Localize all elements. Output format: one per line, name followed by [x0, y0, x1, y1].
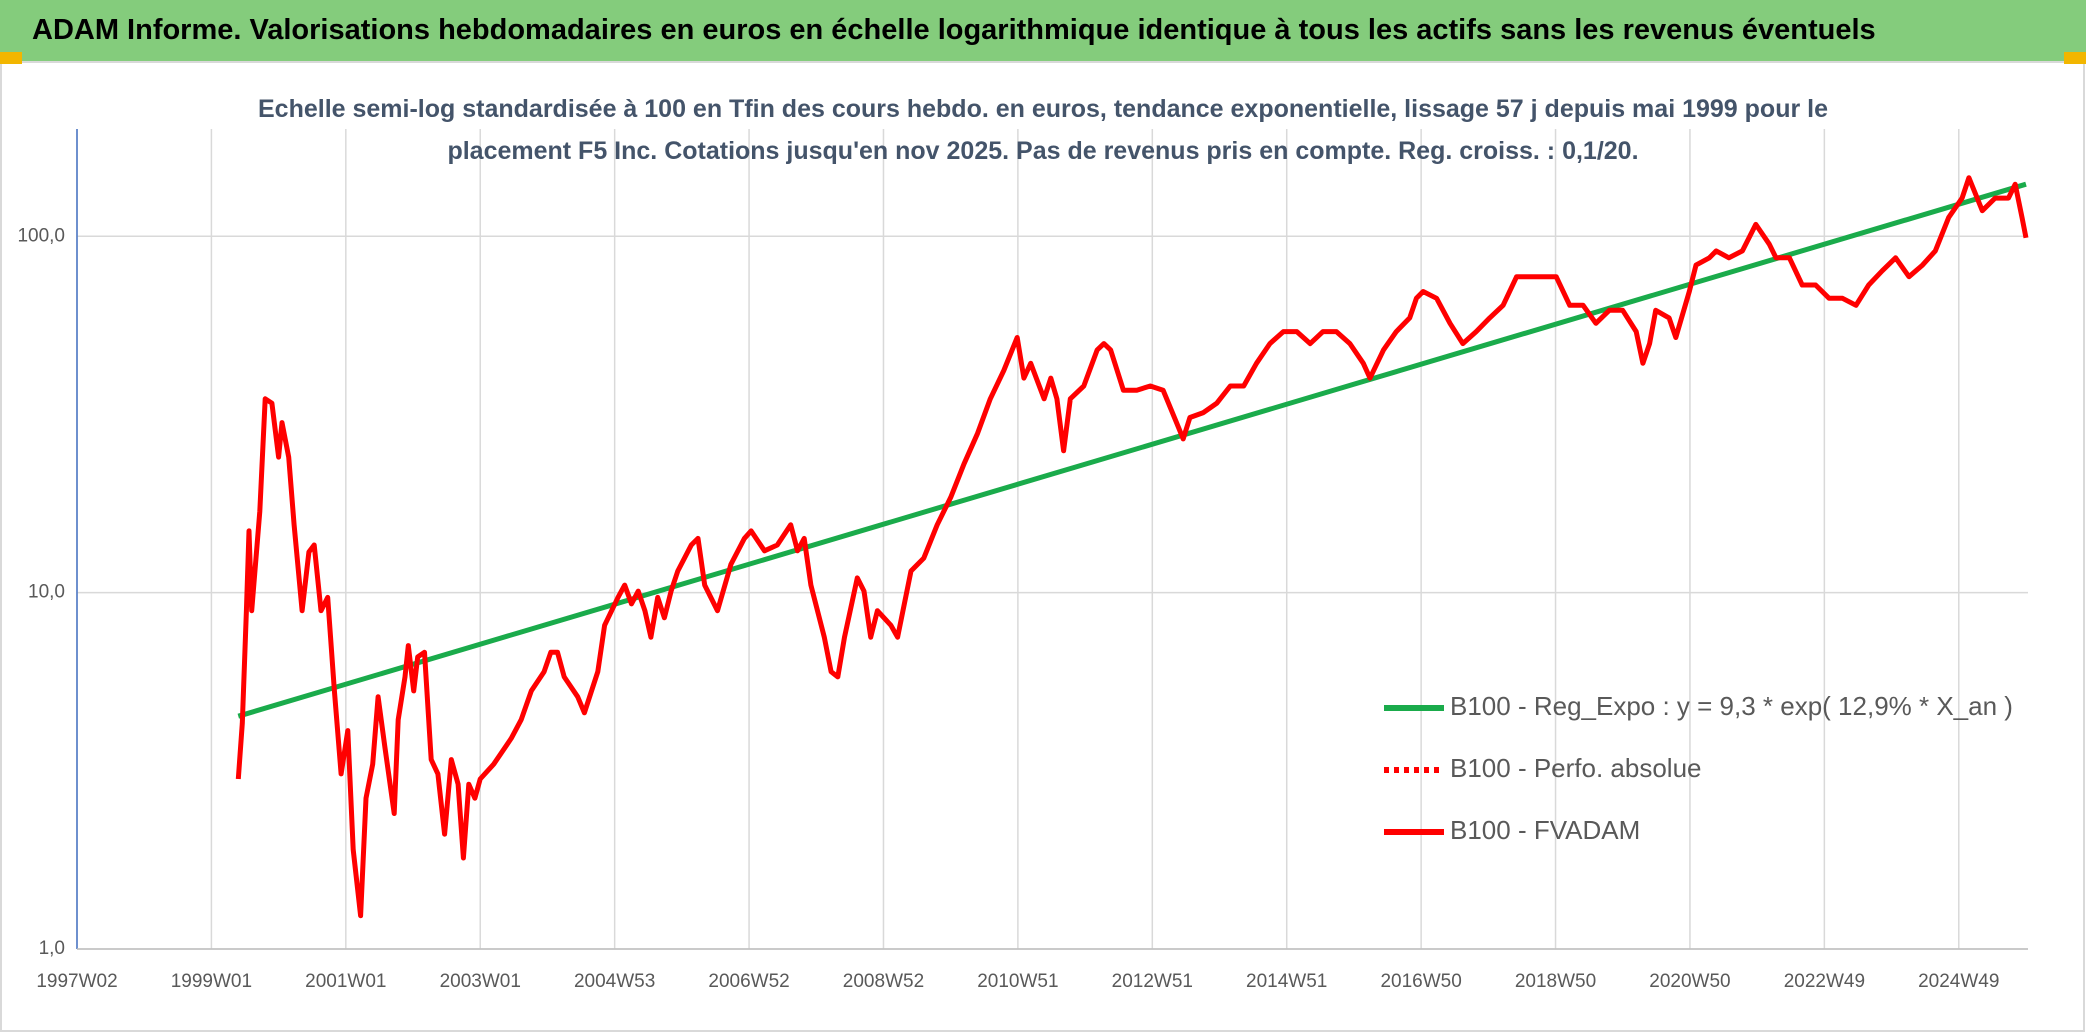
- x-tick-label: 2022W49: [1784, 971, 1865, 992]
- legend-label: B100 - FVADAM: [1450, 815, 1640, 845]
- y-tick-label: 10,0: [28, 582, 65, 603]
- x-tick-label: 2010W51: [977, 971, 1058, 992]
- header-title: ADAM Informe. Valorisations hebdomadaire…: [0, 0, 2086, 61]
- x-tick-label: 2006W52: [708, 971, 789, 992]
- legend-label: B100 - Reg_Expo : y = 9,3 * exp( 12,9% *…: [1450, 691, 2013, 721]
- legend-label: B100 - Perfo. absolue: [1450, 753, 1702, 783]
- chart-frame: [0, 61, 2085, 1032]
- x-tick-label: 2004W53: [574, 971, 655, 992]
- y-tick-label: 100,0: [17, 225, 65, 246]
- x-tick-label: 2016W50: [1380, 971, 1461, 992]
- subtitle: Echelle semi-log standardisée à 100 en T…: [0, 88, 2086, 172]
- x-tick-label: 2001W01: [305, 971, 386, 992]
- x-tick-label: 1999W01: [171, 971, 252, 992]
- x-tick-label: 2020W50: [1649, 971, 1730, 992]
- x-tick-label: 2018W50: [1515, 971, 1596, 992]
- subtitle-line: Echelle semi-log standardisée à 100 en T…: [258, 95, 1828, 123]
- corner-mark: [0, 52, 22, 64]
- series-line: [237, 181, 2027, 719]
- x-tick-label: 2014W51: [1246, 971, 1327, 992]
- x-tick-label: 1997W02: [36, 971, 117, 992]
- subtitle-line: placement F5 Inc. Cotations jusqu'en nov…: [447, 137, 1639, 165]
- x-tick-label: 2024W49: [1918, 971, 1999, 992]
- x-tick-label: 2012W51: [1112, 971, 1193, 992]
- x-tick-label: 2003W01: [440, 971, 521, 992]
- x-tick-label: 2008W52: [843, 971, 924, 992]
- corner-mark: [2064, 52, 2086, 64]
- series-line: [235, 175, 2029, 919]
- y-tick-label: 1,0: [39, 938, 65, 959]
